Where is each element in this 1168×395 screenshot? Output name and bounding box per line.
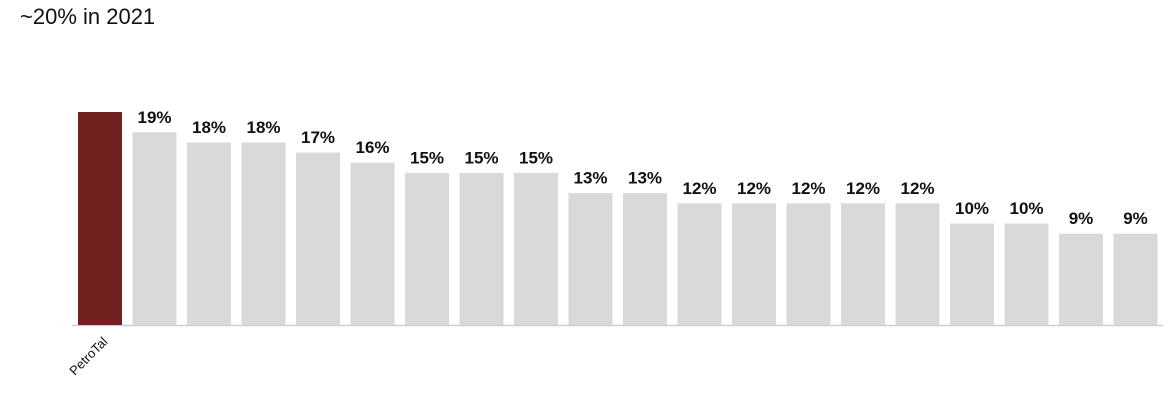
value-label: 9% — [1069, 209, 1094, 228]
value-label: 12% — [791, 179, 825, 198]
bar — [950, 223, 994, 325]
bar — [732, 203, 776, 325]
bar — [514, 172, 558, 325]
bar — [623, 193, 667, 325]
value-label: 16% — [355, 138, 389, 157]
bar — [568, 193, 613, 325]
bar — [841, 203, 885, 325]
bar — [132, 132, 177, 325]
bar — [405, 172, 449, 325]
bar — [350, 162, 395, 325]
bar — [459, 172, 504, 325]
value-label: 19% — [137, 108, 171, 127]
bar — [1004, 223, 1049, 325]
value-label: 18% — [192, 118, 226, 137]
value-label: 18% — [246, 118, 280, 137]
bar — [241, 142, 286, 325]
value-label: 15% — [464, 148, 498, 167]
value-label: 12% — [682, 179, 716, 198]
bar — [895, 203, 940, 325]
value-label: 15% — [410, 148, 444, 167]
value-label: 10% — [955, 199, 989, 218]
bar — [677, 203, 722, 325]
value-label: 12% — [900, 179, 934, 198]
bar — [296, 152, 340, 325]
bar — [786, 203, 831, 325]
x-tick-label: PetroTal — [66, 334, 110, 378]
value-label: 13% — [573, 169, 607, 188]
bar — [1059, 233, 1103, 325]
value-label: 15% — [519, 148, 553, 167]
value-label: 12% — [846, 179, 880, 198]
bar — [187, 142, 231, 325]
value-label: 9% — [1123, 209, 1148, 228]
chart-title: ~20% in 2021 — [20, 4, 155, 29]
value-label: 10% — [1009, 199, 1043, 218]
bar — [78, 112, 122, 325]
value-label: 17% — [301, 128, 335, 147]
value-label: 13% — [628, 169, 662, 188]
bar — [1113, 233, 1158, 325]
value-label: 12% — [737, 179, 771, 198]
